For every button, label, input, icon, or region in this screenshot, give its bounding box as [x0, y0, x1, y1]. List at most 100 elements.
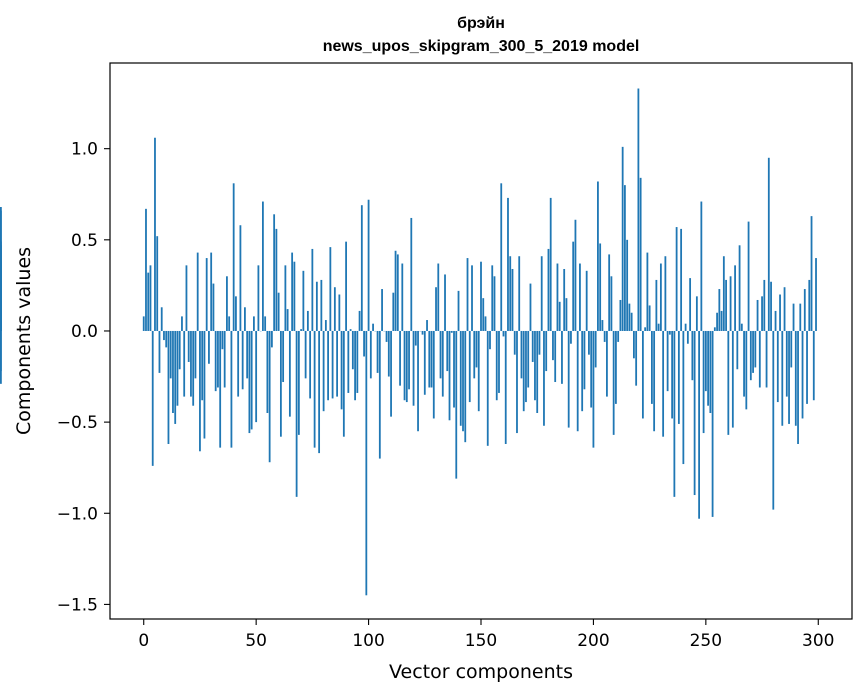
bar — [306, 310, 309, 331]
bar — [612, 330, 615, 435]
bar — [210, 252, 213, 331]
bar — [749, 330, 752, 381]
bar — [212, 283, 215, 331]
bar — [365, 330, 368, 596]
bar — [698, 330, 700, 519]
bar-series — [0, 88, 817, 596]
bar — [489, 330, 491, 350]
bar — [693, 330, 696, 496]
bar — [502, 330, 505, 337]
bar — [734, 265, 736, 331]
bar — [558, 301, 561, 331]
bar — [617, 330, 620, 342]
bar — [547, 248, 550, 331]
bar — [675, 227, 678, 331]
bar — [491, 265, 494, 331]
bar — [567, 330, 570, 428]
bar — [774, 310, 777, 331]
bar — [543, 330, 545, 426]
bar — [671, 330, 674, 419]
bar — [248, 330, 251, 434]
bar — [345, 241, 347, 331]
chart-title: брэйн — [457, 15, 505, 32]
bar — [783, 287, 786, 331]
bar — [376, 330, 379, 373]
bar — [464, 330, 467, 443]
bar — [421, 330, 424, 335]
bar — [641, 330, 644, 419]
bar — [471, 265, 473, 331]
bar — [318, 330, 321, 454]
bar — [181, 316, 183, 331]
bar — [561, 330, 563, 384]
bar — [808, 279, 811, 331]
bar — [185, 265, 188, 331]
bar — [253, 316, 255, 331]
bar — [473, 330, 476, 379]
bar — [333, 287, 336, 331]
bar — [563, 268, 566, 331]
bar — [457, 290, 460, 331]
y-tick-label: 0.0 — [71, 322, 98, 342]
bar — [453, 330, 455, 408]
bar — [686, 330, 689, 344]
bar — [644, 327, 647, 331]
bar — [360, 205, 363, 331]
bar — [439, 330, 442, 379]
bar — [392, 292, 395, 331]
bar — [590, 330, 593, 408]
bar — [257, 265, 260, 331]
bar — [608, 254, 611, 331]
bar — [172, 330, 174, 413]
bar — [480, 261, 482, 331]
bar — [426, 320, 428, 331]
bar — [529, 283, 532, 331]
bar — [659, 263, 662, 331]
bar — [246, 330, 249, 379]
bar — [282, 330, 285, 383]
bar — [466, 258, 469, 331]
bar — [713, 327, 716, 331]
bar — [160, 307, 163, 331]
bar — [534, 330, 536, 401]
bar — [327, 330, 329, 401]
x-axis-label: Vector components — [389, 661, 573, 683]
bar — [0, 241, 2, 331]
bar — [291, 252, 294, 331]
bar — [722, 256, 725, 331]
bar — [756, 299, 759, 331]
bar — [390, 330, 392, 417]
bar — [190, 330, 192, 397]
bar — [154, 137, 156, 331]
bar — [239, 225, 242, 331]
bar — [797, 330, 799, 444]
bar — [226, 276, 228, 331]
bar — [241, 330, 244, 390]
bar — [695, 296, 698, 331]
bar — [763, 279, 766, 331]
bar — [408, 330, 410, 390]
bar — [581, 330, 584, 412]
bar — [322, 330, 325, 412]
bar — [500, 183, 503, 331]
bar — [788, 330, 790, 424]
bar — [621, 146, 624, 331]
bar — [633, 330, 635, 359]
bar — [313, 330, 316, 448]
bar — [592, 330, 595, 448]
bar — [297, 330, 300, 435]
bar — [725, 279, 727, 331]
bar — [662, 330, 665, 437]
bar — [320, 279, 323, 331]
bar — [208, 330, 210, 364]
bar — [396, 254, 399, 331]
bar — [378, 330, 381, 459]
bar — [484, 316, 487, 331]
bar — [493, 276, 496, 331]
bar — [520, 330, 523, 379]
bar — [270, 330, 273, 348]
bar — [315, 281, 318, 331]
bar — [455, 330, 458, 479]
bar — [536, 330, 539, 413]
